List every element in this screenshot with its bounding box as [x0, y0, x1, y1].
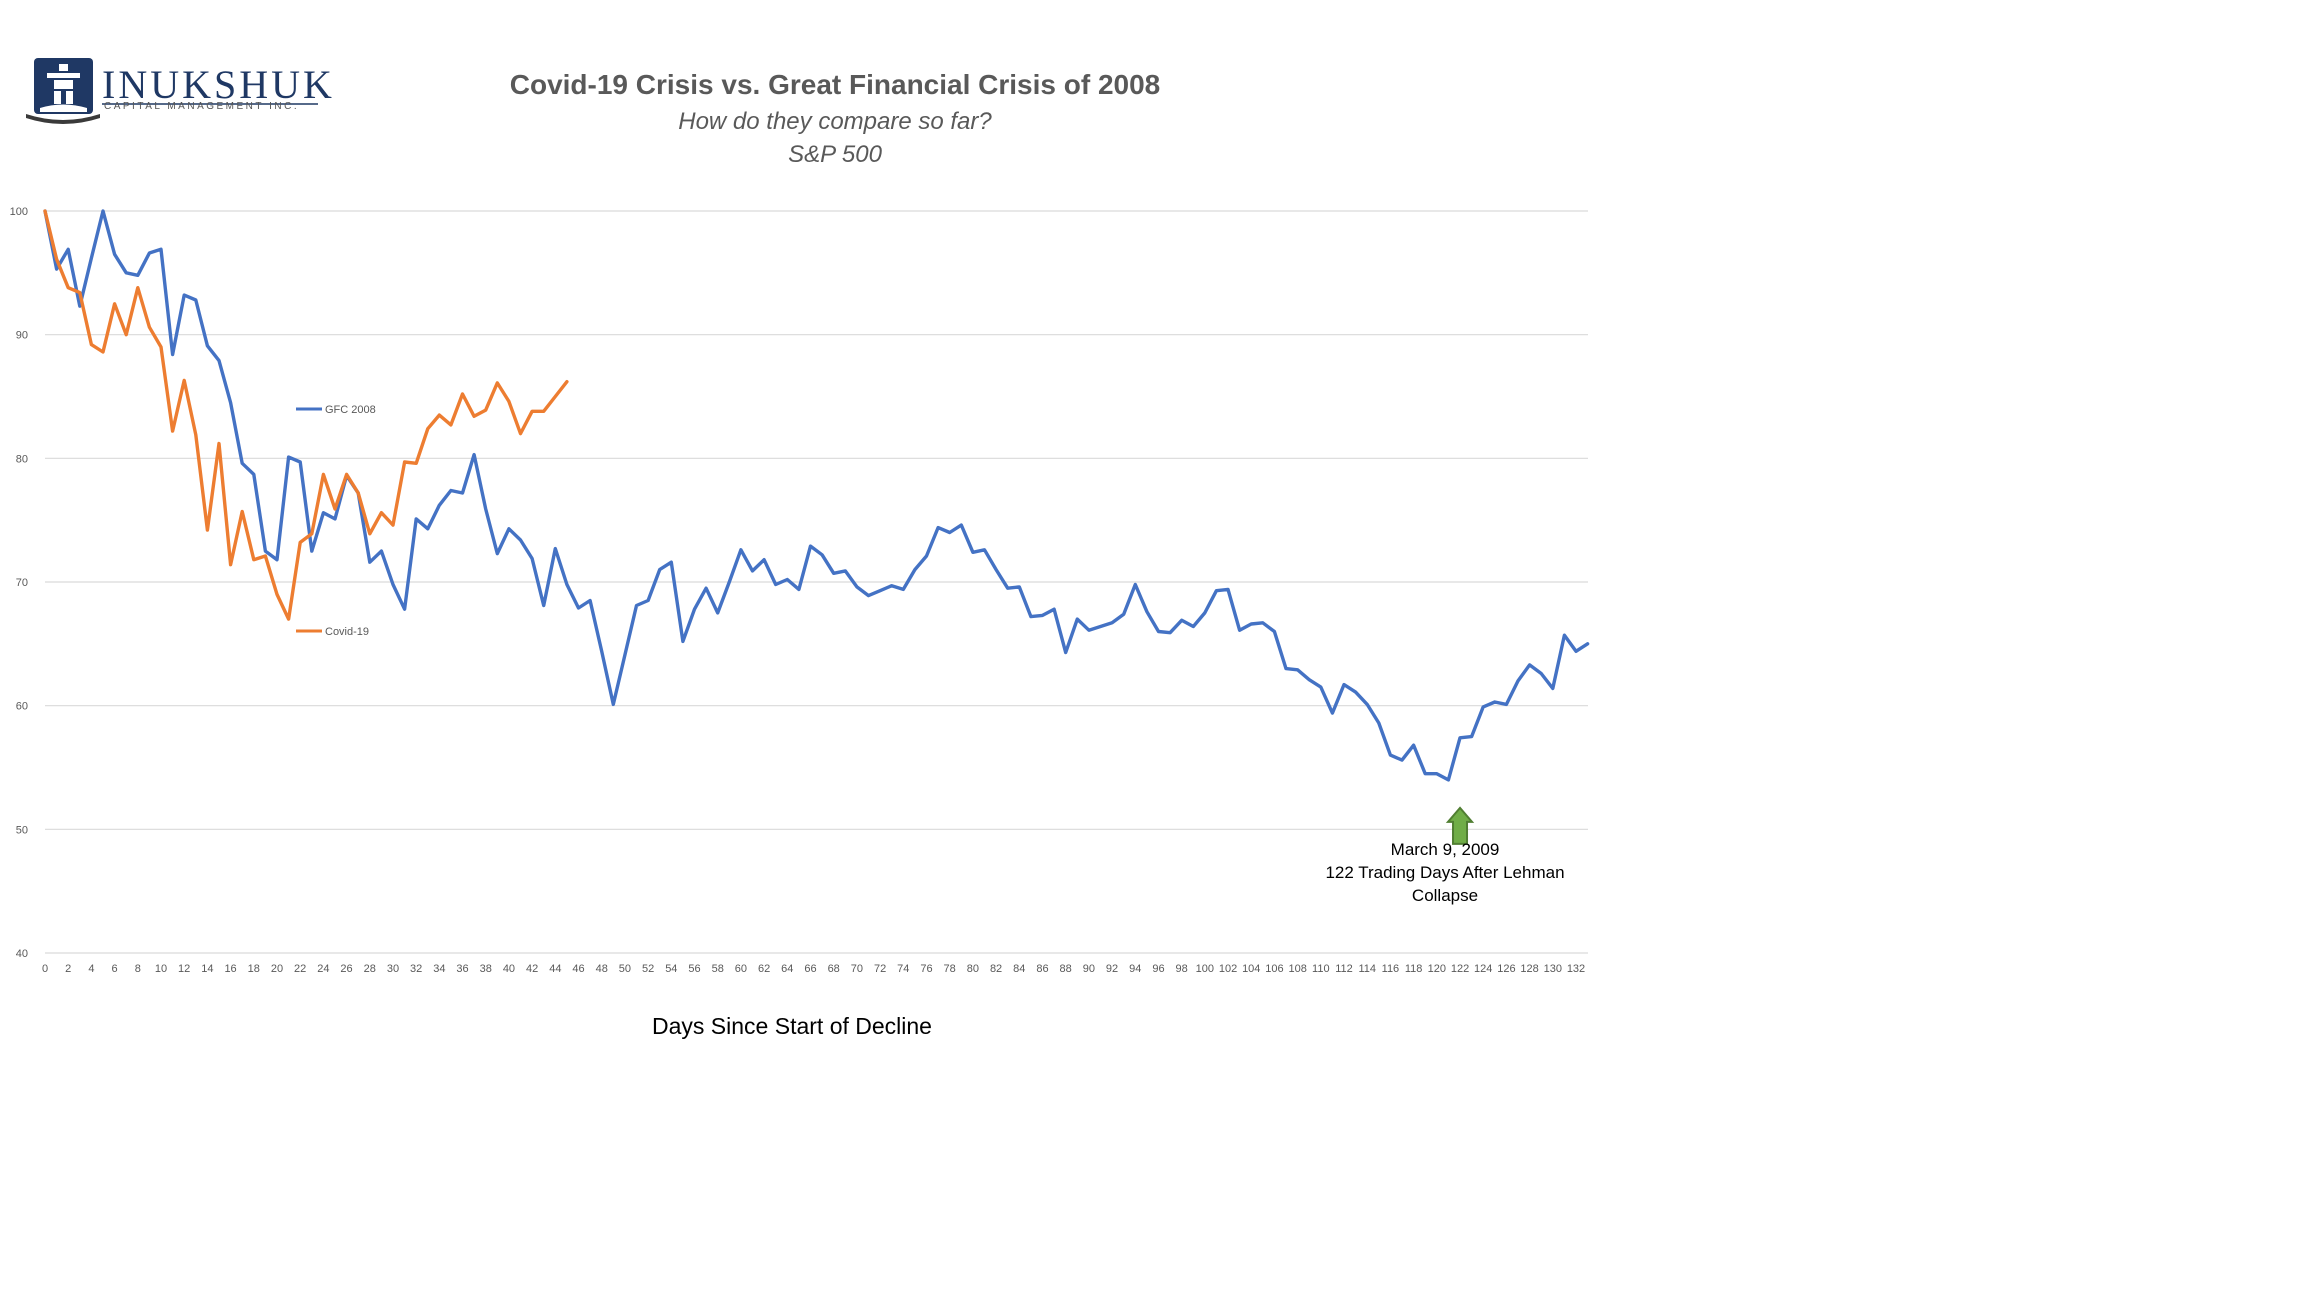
x-tick-label-94: 94 — [1129, 963, 1141, 975]
x-tick-label-118: 118 — [1405, 963, 1423, 975]
x-tick-label-40: 40 — [503, 963, 515, 975]
logo-tagline: CAPITAL MANAGEMENT INC. — [104, 101, 299, 112]
y-tick-label-60: 60 — [16, 701, 28, 713]
x-tick-label-20: 20 — [271, 963, 283, 975]
x-tick-label-100: 100 — [1196, 963, 1214, 975]
logo-name: INUKSHUK — [102, 62, 335, 107]
x-tick-label-102: 102 — [1219, 963, 1237, 975]
x-tick-label-32: 32 — [410, 963, 422, 975]
chart-subtitle-2: S&P 500 — [788, 141, 882, 168]
x-tick-label-26: 26 — [340, 963, 352, 975]
x-tick-label-106: 106 — [1265, 963, 1283, 975]
x-tick-label-80: 80 — [967, 963, 979, 975]
x-tick-label-8: 8 — [135, 963, 141, 975]
x-tick-label-18: 18 — [248, 963, 260, 975]
legend: GFC 2008 Covid-19 — [296, 404, 376, 638]
logo-ground-icon — [40, 104, 87, 112]
x-tick-label-52: 52 — [642, 963, 654, 975]
x-tick-label-116: 116 — [1382, 963, 1400, 975]
x-tick-label-38: 38 — [480, 963, 492, 975]
company-logo: INUKSHUK CAPITAL MANAGEMENT INC. — [26, 58, 335, 124]
x-tick-label-4: 4 — [88, 963, 94, 975]
x-tick-label-56: 56 — [688, 963, 700, 975]
x-tick-label-50: 50 — [619, 963, 631, 975]
x-tick-label-10: 10 — [155, 963, 167, 975]
x-tick-label-16: 16 — [224, 963, 236, 975]
logo-swoosh-icon — [26, 114, 100, 124]
x-tick-label-62: 62 — [758, 963, 770, 975]
x-tick-label-12: 12 — [178, 963, 190, 975]
x-tick-label-128: 128 — [1520, 963, 1538, 975]
y-tick-label-70: 70 — [16, 577, 28, 589]
x-tick-label-48: 48 — [596, 963, 608, 975]
annotation-line-1: March 9, 2009 — [1391, 840, 1500, 859]
x-tick-label-42: 42 — [526, 963, 538, 975]
y-tick-label-40: 40 — [16, 948, 28, 960]
x-tick-label-76: 76 — [920, 963, 932, 975]
x-tick-label-84: 84 — [1013, 963, 1025, 975]
x-tick-label-58: 58 — [712, 963, 724, 975]
annotation-line-2: 122 Trading Days After Lehman — [1325, 863, 1564, 882]
x-tick-label-114: 114 — [1358, 963, 1376, 975]
x-tick-label-96: 96 — [1152, 963, 1164, 975]
x-tick-label-30: 30 — [387, 963, 399, 975]
x-tick-label-120: 120 — [1428, 963, 1446, 975]
x-tick-label-108: 108 — [1288, 963, 1306, 975]
x-tick-label-44: 44 — [549, 963, 561, 975]
x-tick-label-6: 6 — [112, 963, 118, 975]
x-tick-label-132: 132 — [1567, 963, 1585, 975]
annotation: March 9, 2009 122 Trading Days After Leh… — [1325, 806, 1565, 905]
series-line-covid-19 — [43, 209, 569, 621]
x-tick-label-104: 104 — [1242, 963, 1260, 975]
x-tick-label-122: 122 — [1451, 963, 1469, 975]
y-tick-label-100: 100 — [10, 206, 28, 218]
x-tick-label-46: 46 — [572, 963, 584, 975]
x-tick-label-14: 14 — [201, 963, 213, 975]
y-tick-label-50: 50 — [16, 824, 28, 836]
x-tick-label-124: 124 — [1474, 963, 1492, 975]
x-tick-label-92: 92 — [1106, 963, 1118, 975]
x-axis-title: Days Since Start of Decline — [652, 1013, 932, 1039]
x-tick-label-54: 54 — [665, 963, 677, 975]
x-tick-label-110: 110 — [1312, 963, 1330, 975]
chart-title: Covid-19 Crisis vs. Great Financial Cris… — [510, 69, 1161, 100]
x-tick-label-88: 88 — [1060, 963, 1072, 975]
x-tick-label-28: 28 — [364, 963, 376, 975]
x-tick-label-98: 98 — [1176, 963, 1188, 975]
x-tick-label-78: 78 — [944, 963, 956, 975]
x-tick-label-22: 22 — [294, 963, 306, 975]
series-line-gfc-2008 — [43, 209, 1590, 782]
chart-subtitle: How do they compare so far? — [678, 108, 992, 135]
x-tick-label-64: 64 — [781, 963, 793, 975]
y-tick-label-80: 80 — [16, 453, 28, 465]
annotation-line-3: Collapse — [1412, 886, 1478, 905]
x-tick-label-90: 90 — [1083, 963, 1095, 975]
y-tick-label-90: 90 — [16, 330, 28, 342]
legend-label-gfc: GFC 2008 — [325, 404, 376, 416]
x-tick-label-0: 0 — [42, 963, 48, 975]
series-lines — [43, 209, 1590, 782]
x-tick-label-74: 74 — [897, 963, 909, 975]
x-tick-label-72: 72 — [874, 963, 886, 975]
x-tick-label-86: 86 — [1036, 963, 1048, 975]
x-tick-label-70: 70 — [851, 963, 863, 975]
x-tick-label-2: 2 — [65, 963, 71, 975]
x-tick-label-112: 112 — [1335, 963, 1353, 975]
x-tick-label-36: 36 — [456, 963, 468, 975]
x-tick-label-126: 126 — [1497, 963, 1515, 975]
x-tick-label-66: 66 — [804, 963, 816, 975]
legend-label-covid: Covid-19 — [325, 626, 369, 638]
inukshuk-icon — [47, 64, 80, 104]
x-tick-label-60: 60 — [735, 963, 747, 975]
x-tick-label-34: 34 — [433, 963, 445, 975]
grid-lines — [45, 210, 1588, 954]
x-tick-label-130: 130 — [1544, 963, 1562, 975]
up-arrow-icon — [1445, 806, 1475, 845]
x-tick-label-68: 68 — [828, 963, 840, 975]
x-tick-label-24: 24 — [317, 963, 329, 975]
x-tick-label-82: 82 — [990, 963, 1002, 975]
